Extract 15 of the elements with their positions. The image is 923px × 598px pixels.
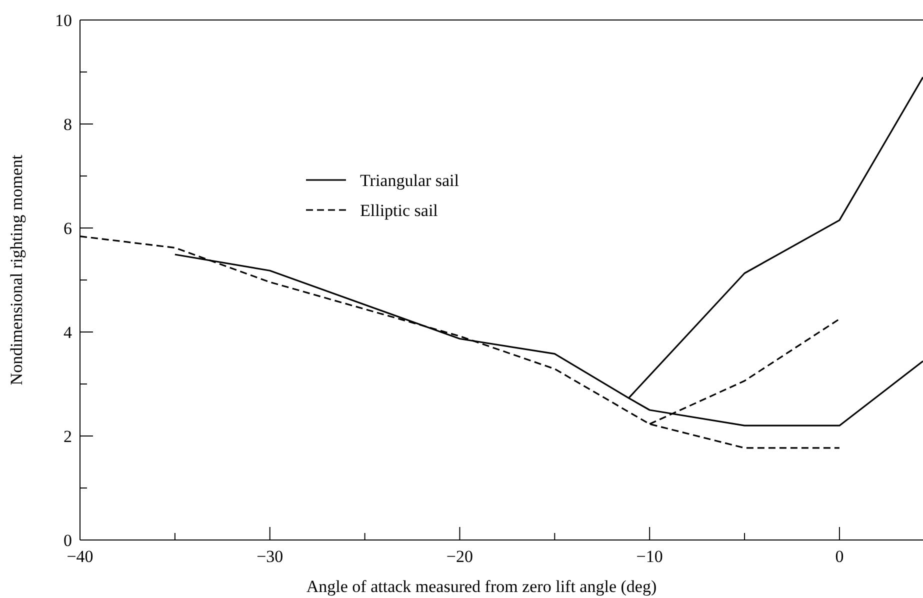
x-axis-title: Angle of attack measured from zero lift angle (deg) xyxy=(306,577,657,596)
x-tick-label: −20 xyxy=(446,547,474,566)
x-tick-label: 0 xyxy=(835,547,844,566)
y-tick-label: 2 xyxy=(64,427,72,446)
y-axis-title: Nondimensional righting moment xyxy=(7,154,26,386)
y-tick-label: 8 xyxy=(64,115,72,134)
legend-label: Triangular sail xyxy=(360,171,460,190)
legend-label: Elliptic sail xyxy=(360,201,438,220)
y-tick-label: 6 xyxy=(64,219,72,238)
y-tick-label: 10 xyxy=(55,11,72,30)
x-tick-label: −10 xyxy=(636,547,663,566)
x-tick-label: −30 xyxy=(256,547,284,566)
x-tick-label: −40 xyxy=(66,547,94,566)
y-tick-label: 0 xyxy=(64,531,72,550)
y-tick-label: 4 xyxy=(64,323,72,342)
